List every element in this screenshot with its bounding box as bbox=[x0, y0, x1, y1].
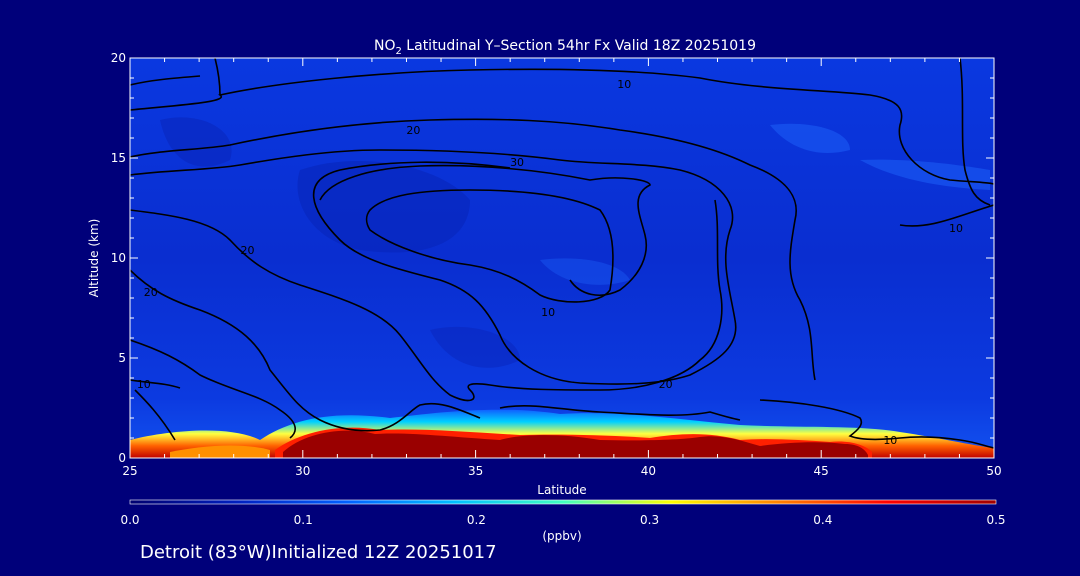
contour-label: 20 bbox=[659, 378, 673, 391]
colorbar-tick-label: 0.3 bbox=[640, 513, 659, 527]
contour-label: 20 bbox=[406, 124, 420, 137]
light-patch bbox=[540, 258, 630, 285]
contour-label: 30 bbox=[510, 156, 524, 169]
y-tick-label: 20 bbox=[111, 51, 126, 65]
x-tick-label: 50 bbox=[986, 464, 1001, 478]
y-axis: 0 5 10 15 20 bbox=[111, 51, 994, 465]
y-tick-label: 15 bbox=[111, 151, 126, 165]
colorbar: 0.0 0.1 0.2 0.3 0.4 0.5 (ppbv) bbox=[120, 499, 1006, 543]
y-tick-label: 10 bbox=[111, 251, 126, 265]
dark-patch bbox=[297, 161, 470, 253]
y-axis-label: Altitude (km) bbox=[87, 219, 101, 298]
x-tick-label: 40 bbox=[641, 464, 656, 478]
x-tick-label: 25 bbox=[122, 464, 137, 478]
contour-label: 10 bbox=[137, 378, 151, 391]
contour-label: 10 bbox=[949, 222, 963, 235]
plot-area: 10 20 30 20 10 20 20 10 10 10 bbox=[130, 58, 994, 458]
plot-background bbox=[130, 58, 994, 458]
footer-caption: Detroit (83°W)Initialized 12Z 20251017 bbox=[140, 542, 497, 563]
x-tick-label: 30 bbox=[295, 464, 310, 478]
x-tick-label: 45 bbox=[814, 464, 829, 478]
dark-patch bbox=[430, 326, 520, 368]
colorbar-tick-label: 0.2 bbox=[467, 513, 486, 527]
x-axis-label: Latitude bbox=[537, 483, 586, 497]
light-patch bbox=[860, 159, 990, 190]
y-tick-label: 0 bbox=[118, 451, 126, 465]
x-axis: 25 30 35 40 45 50 bbox=[122, 58, 1002, 478]
colorbar-unit: (ppbv) bbox=[542, 529, 581, 543]
contour-label: 20 bbox=[144, 286, 158, 299]
contour-lines bbox=[130, 58, 994, 449]
colorbar-scale bbox=[129, 499, 997, 505]
contour-label: 10 bbox=[617, 78, 631, 91]
contour-labels: 10 20 30 20 10 20 20 10 10 10 bbox=[137, 78, 963, 447]
contour-label: 20 bbox=[241, 244, 255, 257]
contour-label: 10 bbox=[541, 306, 555, 319]
colorbar-tick-label: 0.4 bbox=[813, 513, 832, 527]
dark-patch bbox=[160, 117, 232, 167]
surface-band bbox=[130, 409, 994, 458]
colorbar-tick-label: 0.1 bbox=[294, 513, 313, 527]
y-tick-label: 5 bbox=[118, 351, 126, 365]
contour-label: 10 bbox=[883, 434, 897, 447]
light-patch bbox=[770, 123, 850, 153]
colorbar-tick-label: 0.5 bbox=[986, 513, 1005, 527]
chart-title: NO2 Latitudinal Y–Section 54hr Fx Valid … bbox=[374, 38, 756, 57]
colorbar-ticks: 0.0 0.1 0.2 0.3 0.4 0.5 bbox=[120, 513, 1005, 527]
x-tick-label: 35 bbox=[468, 464, 483, 478]
colorbar-tick-label: 0.0 bbox=[120, 513, 139, 527]
